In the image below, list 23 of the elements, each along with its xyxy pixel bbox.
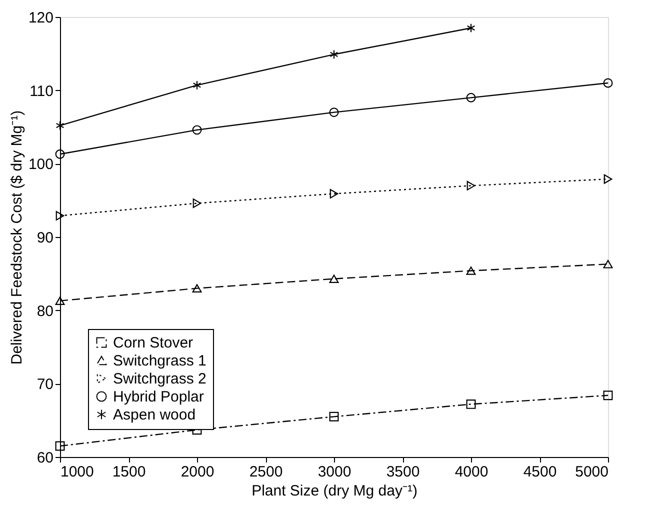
x-tick-label: 2000 bbox=[180, 464, 214, 480]
x-tick-label: 4000 bbox=[454, 464, 488, 480]
x-tick-label: 2500 bbox=[249, 464, 283, 480]
y-tick-label: 100 bbox=[28, 156, 54, 174]
y-tick-label: 110 bbox=[30, 82, 54, 100]
x-tick-label: 1000 bbox=[60, 464, 94, 480]
y-axis-title: Delivered Feedstock Cost ($ dry Mg⁻¹) bbox=[8, 110, 26, 365]
x-tick-label: 4500 bbox=[523, 464, 557, 480]
x-tick-label: 3000 bbox=[318, 464, 352, 480]
x-tick-label: 1500 bbox=[112, 464, 146, 480]
x-axis-title: Plant Size (dry Mg day⁻¹) bbox=[252, 482, 418, 500]
y-tick-label: 60 bbox=[36, 450, 54, 466]
x-tick-label: 3500 bbox=[386, 464, 420, 480]
legend-label: Hybrid Poplar bbox=[113, 388, 204, 406]
y-tick-label: 90 bbox=[36, 230, 54, 246]
y-tick-label: 80 bbox=[36, 302, 54, 320]
x-tick-label: 5000 bbox=[575, 464, 608, 480]
y-tick-label: 70 bbox=[36, 376, 54, 394]
legend-label: Switchgrass 2 bbox=[113, 370, 206, 388]
legend-label: Corn Stover bbox=[113, 334, 194, 352]
legend-label: Aspen wood bbox=[113, 406, 196, 424]
y-tick-label: 120 bbox=[28, 10, 54, 26]
legend-label: Switchgrass 1 bbox=[113, 352, 206, 370]
